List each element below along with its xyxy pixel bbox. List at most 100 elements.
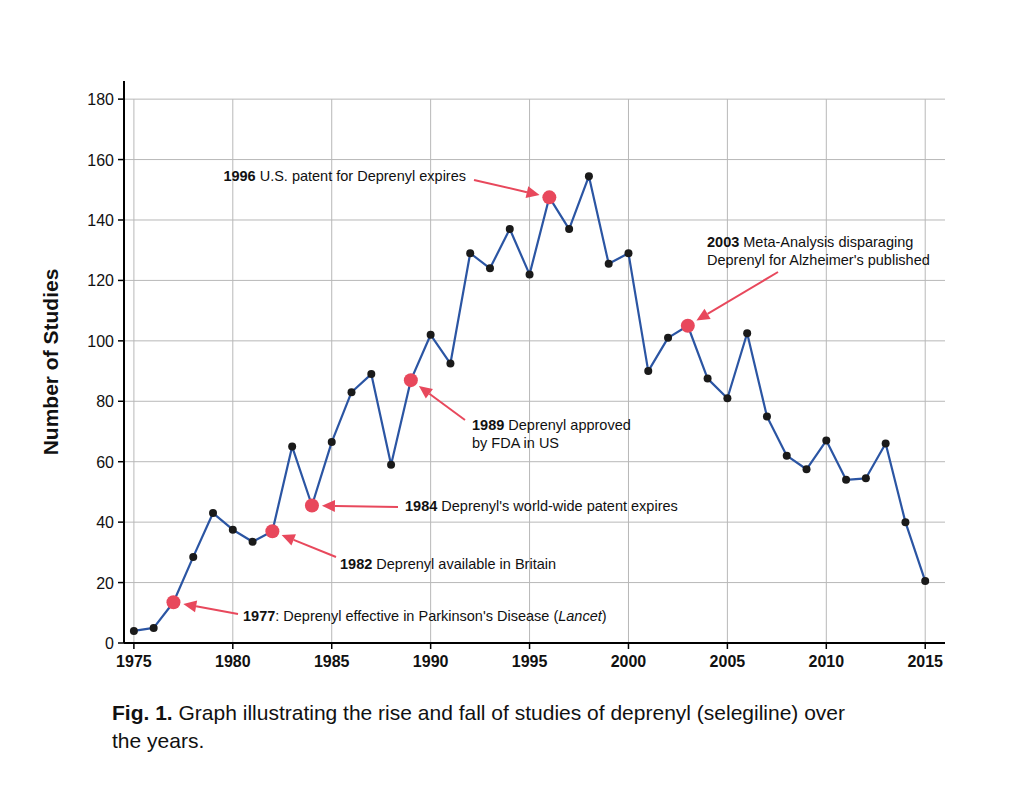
data-point [506,225,514,233]
data-point [803,465,811,473]
y-tick-label: 20 [96,575,114,592]
x-tick-label: 1995 [512,653,548,670]
x-tick-label: 2000 [611,653,647,670]
annotation-arrow [335,506,398,507]
y-tick-label: 140 [87,212,114,229]
grid [124,99,945,643]
y-grid-line [124,219,945,220]
y-grid-line [124,159,945,160]
data-point [763,412,771,420]
x-axis [124,642,945,644]
data-point [466,249,474,257]
highlight-marker [404,373,418,387]
y-tick-label: 0 [105,635,114,652]
data-point [328,438,336,446]
y-axis [123,81,125,643]
annotation-run: ) [602,608,607,624]
y-axis-label: Number of Studies [39,269,62,456]
data-point [624,249,632,257]
annotation-arrowhead [183,600,197,612]
data-point [921,577,929,585]
data-point [585,172,593,180]
data-point [486,264,494,272]
highlight-marker [681,319,695,333]
data-point [704,375,712,383]
data-point [842,476,850,484]
data-point [862,474,870,482]
highlight-marker [542,190,556,204]
data-point [723,394,731,402]
data-point [822,437,830,445]
x-tick-label: 2005 [710,653,746,670]
annotation-arrowhead [419,386,433,399]
chart-title: the years. [112,729,204,752]
y-grid-line [124,643,945,644]
data-point [229,526,237,534]
annotation-run: Deprenyl available in Britain [372,556,556,572]
data-point [288,443,296,451]
data-point [743,329,751,337]
x-tick-label: 1975 [116,653,152,670]
annotation-text: Deprenyl for Alzheimer's published [707,252,930,268]
annotation-text: by FDA in US [472,435,559,451]
data-point [387,461,395,469]
annotation-arrow [294,540,336,557]
annotation-run: Meta-Analysis disparaging [739,234,913,250]
annotation-run: 1984 [405,498,437,514]
data-line [134,176,925,631]
x-grid-line [133,99,134,643]
data-point [882,440,890,448]
annotation-text: 2003 Meta-Analysis disparaging [707,234,913,250]
y-grid-line [124,461,945,462]
data-point [644,367,652,375]
annotation-arrow [196,606,238,614]
title-run: Fig. 1. [112,701,173,724]
data-point [189,553,197,561]
x-tick-label: 1985 [314,653,350,670]
annotation-run: Lancet [558,608,603,624]
data-point [367,370,375,378]
data-point [209,509,217,517]
data-point [130,627,138,635]
annotation-run: : Deprenyl effective in Parkinson's Dise… [275,608,558,624]
highlight-marker [166,595,180,609]
highlight-marker [305,499,319,513]
y-grid-line [124,99,945,100]
y-tick-label: 80 [96,393,114,410]
y-grid-line [124,522,945,523]
data-point [427,331,435,339]
data-point [348,388,356,396]
annotation-run: U.S. patent for Deprenyl expires [256,168,466,184]
annotation-arrowhead [322,500,335,512]
annotation-text: 1977: Deprenyl effective in Parkinson's … [243,608,607,624]
data-point [526,270,534,278]
x-tick-label: 2015 [907,653,943,670]
x-grid-line [628,99,629,643]
x-grid-line [727,99,728,643]
data-point [783,452,791,460]
y-tick-label: 100 [87,333,114,350]
x-tick-label: 2010 [809,653,845,670]
y-grid-line [124,401,945,402]
y-tick-label: 120 [87,272,114,289]
annotation-arrowhead [696,309,710,321]
annotation-run: Deprenyl approved [504,417,631,433]
y-grid-line [124,582,945,583]
annotation-text: 1989 Deprenyl approved [472,417,631,433]
annotations: 1977: Deprenyl effective in Parkinson's … [183,168,930,624]
annotation-text: 1984 Deprenyl's world-wide patent expire… [405,498,678,514]
title-run: the years. [112,729,204,752]
x-tick-label: 1990 [413,653,449,670]
y-tick-label: 160 [87,152,114,169]
data-point [150,624,158,632]
data-point [664,334,672,342]
annotation-run: 2003 [707,234,739,250]
data-point [605,260,613,268]
annotation-run: 1989 [472,417,504,433]
annotation-text: 1996 U.S. patent for Deprenyl expires [223,168,466,184]
data-point [901,518,909,526]
annotation-run: 1977 [243,608,275,624]
annotation-run: 1996 [223,168,255,184]
y-grid-line [124,280,945,281]
x-grid-line [826,99,827,643]
